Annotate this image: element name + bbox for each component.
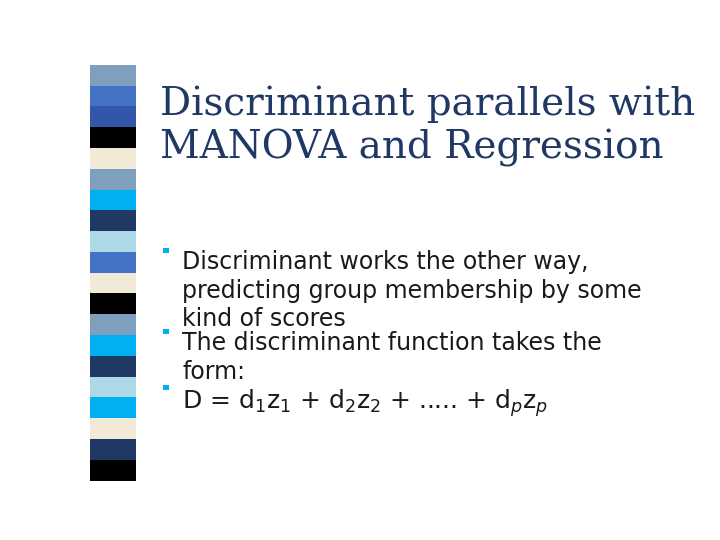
Bar [163,329,169,334]
Bar [90,65,136,85]
Bar [90,294,136,314]
Bar [90,273,136,294]
Bar [90,168,136,190]
Text: The discriminant function takes the
form:: The discriminant function takes the form… [182,331,602,383]
Text: D = d$_1$z$_1$ + d$_2$z$_2$ + ..... + d$_p$z$_p$: D = d$_1$z$_1$ + d$_2$z$_2$ + ..... + d$… [182,387,549,419]
Bar [90,190,136,211]
Bar [90,127,136,148]
Bar [90,252,136,273]
Bar [163,385,169,390]
Bar [90,314,136,335]
Bar [90,231,136,252]
Bar [90,460,136,481]
Bar [90,418,136,439]
Bar [90,356,136,377]
Text: Discriminant works the other way,
predicting group membership by some
kind of sc: Discriminant works the other way, predic… [182,250,642,332]
Text: Discriminant parallels with
MANOVA and Regression: Discriminant parallels with MANOVA and R… [160,85,695,167]
Bar [90,377,136,397]
Bar [90,210,136,231]
Bar [90,148,136,168]
Bar [90,85,136,106]
Bar [90,335,136,356]
Bar [90,106,136,127]
Bar [90,397,136,418]
Bar [163,248,169,253]
Bar [90,439,136,460]
